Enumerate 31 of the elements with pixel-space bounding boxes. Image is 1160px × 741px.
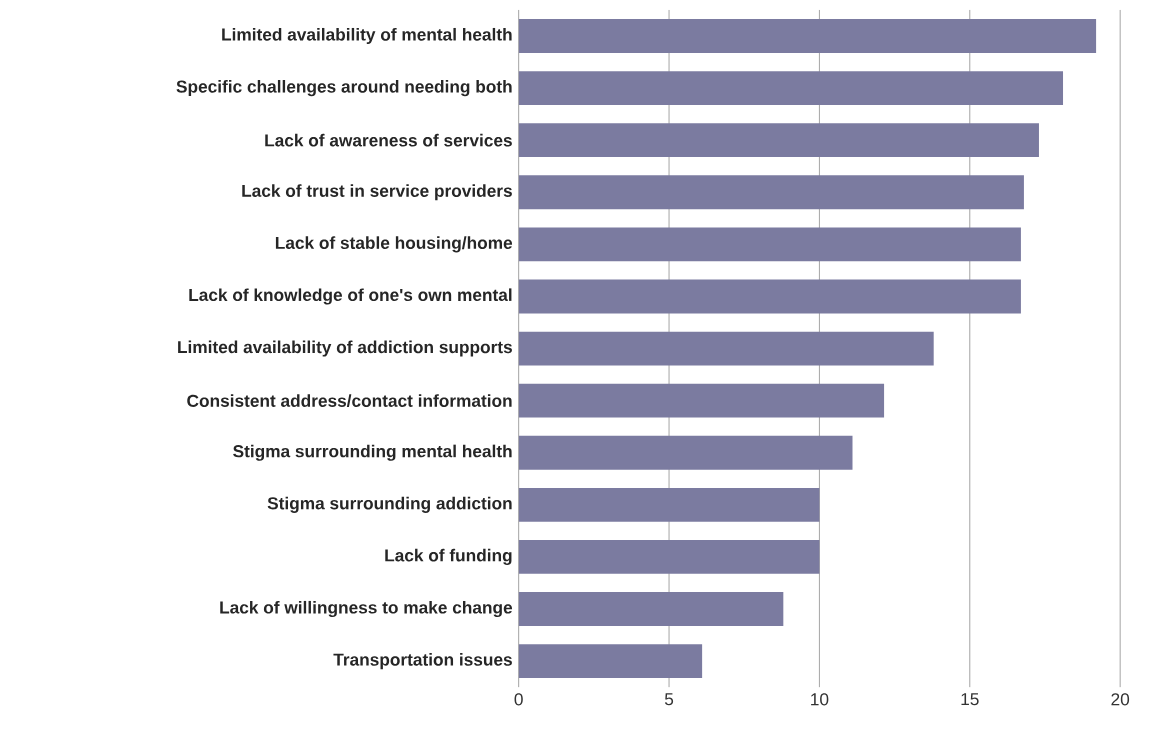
bar (518, 71, 1064, 106)
x-tick-label: 20 (1111, 693, 1130, 706)
y-tick-label: Lack of willingness to make change (220, 600, 513, 618)
y-tick-label: Lack of funding (385, 548, 512, 566)
bar (518, 279, 1021, 314)
y-tick-label: Stigma surrounding mental health (233, 444, 512, 461)
bar (518, 435, 853, 470)
x-tick-label: 5 (664, 693, 674, 706)
x-tick-label: 0 (514, 693, 523, 706)
bar (518, 644, 703, 679)
bar (518, 19, 1097, 53)
bar (518, 331, 934, 366)
bar (518, 383, 885, 418)
y-tick-label: Lack of knowledge of one's own mental (189, 288, 512, 305)
y-tick-label: Lack of awareness of services (265, 133, 512, 147)
x-tick-label: 10 (811, 693, 829, 706)
x-tick-label: 15 (961, 693, 979, 706)
bar (518, 175, 1024, 210)
y-tick-label: Limited availability of addiction supports (178, 340, 512, 357)
y-tick-label: Stigma surrounding addiction (267, 496, 512, 513)
bar (518, 592, 784, 626)
bar (518, 540, 820, 574)
y-tick-label: Transportation issues (333, 653, 512, 670)
y-tick-label: Lack of trust in service providers (242, 184, 512, 201)
bar (518, 227, 1021, 262)
y-tick-label: Specific challenges around needing both (176, 80, 512, 97)
y-tick-label: Lack of stable housing/home (275, 236, 513, 253)
bar (518, 487, 820, 522)
bar (518, 123, 1039, 158)
y-tick-label: Consistent address/contact information (187, 394, 512, 408)
y-tick-label: Limited availability of mental health (222, 27, 512, 45)
